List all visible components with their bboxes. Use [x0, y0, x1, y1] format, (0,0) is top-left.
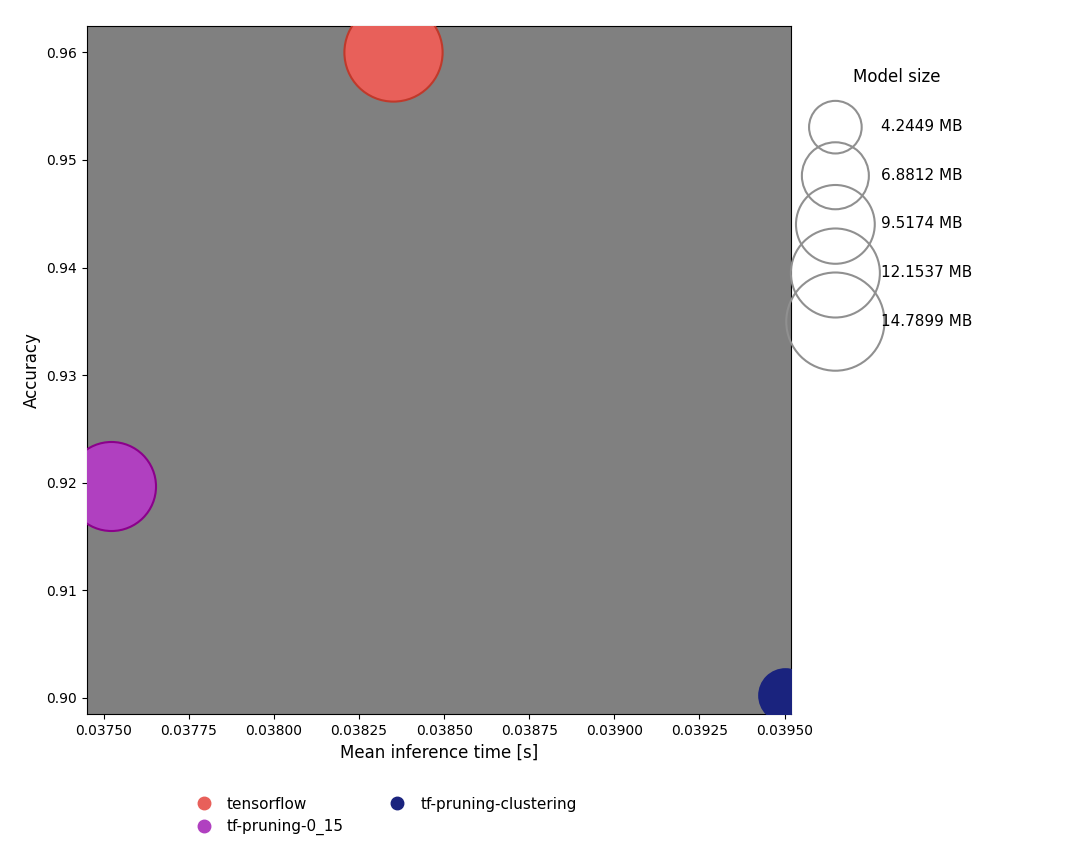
Point	[102, 479, 119, 493]
Y-axis label: Accuracy: Accuracy	[23, 332, 40, 408]
Legend: tensorflow, tf-pruning-0_15, tf-pruning-clustering: tensorflow, tf-pruning-0_15, tf-pruning-…	[182, 790, 583, 842]
Point	[385, 46, 402, 60]
Point	[776, 688, 793, 701]
X-axis label: Mean inference time [s]: Mean inference time [s]	[340, 743, 538, 762]
